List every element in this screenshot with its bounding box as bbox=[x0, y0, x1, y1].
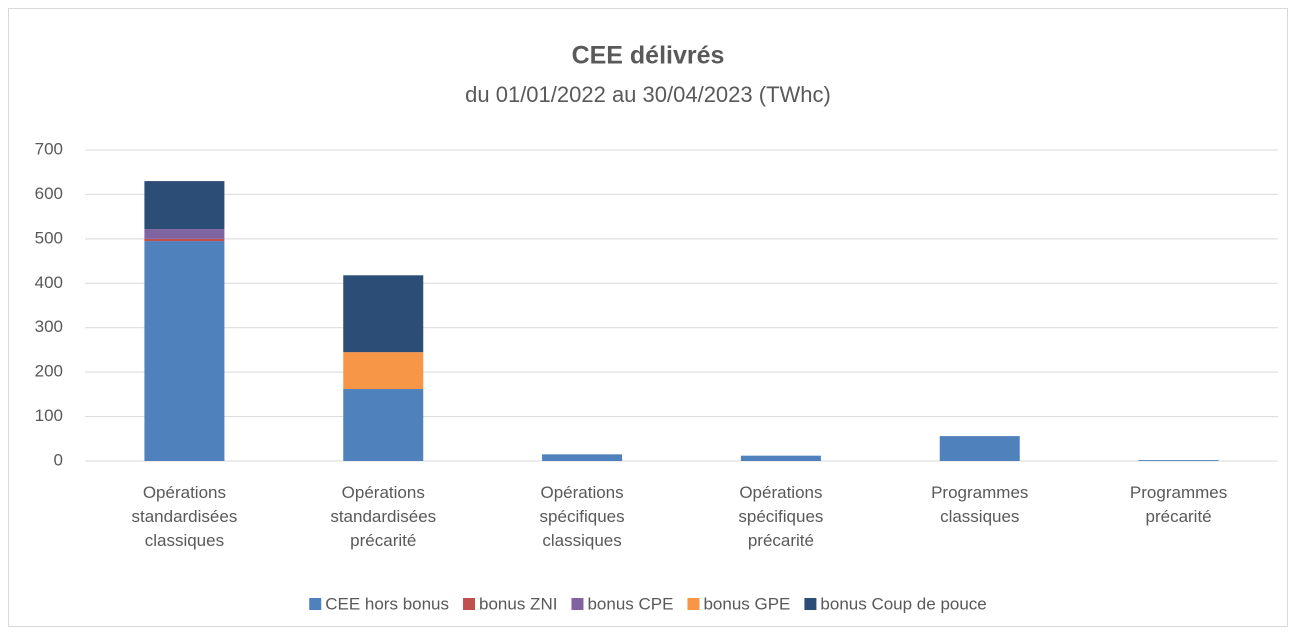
y-tick-label: 300 bbox=[35, 317, 63, 336]
x-tick-label: Programmes classiques bbox=[931, 483, 1028, 526]
legend-label: CEE hors bonus bbox=[325, 594, 449, 613]
bar-segment bbox=[144, 241, 225, 461]
legend-swatch bbox=[571, 598, 584, 610]
y-tick-label: 500 bbox=[35, 228, 63, 247]
x-tick-label: Opérations standardisées classiques bbox=[131, 483, 237, 550]
y-tick-label: 700 bbox=[35, 139, 63, 158]
bar-segment bbox=[144, 181, 225, 230]
chart-title: CEE délivrés bbox=[572, 42, 725, 70]
y-tick-label: 200 bbox=[35, 362, 63, 381]
legend-label: bonus GPE bbox=[703, 594, 790, 613]
legend-label: bonus Coup de pouce bbox=[820, 594, 986, 613]
y-tick-label: 600 bbox=[35, 184, 63, 203]
bar-segment bbox=[343, 275, 424, 353]
legend-swatch bbox=[309, 598, 322, 610]
bar-segment bbox=[343, 389, 424, 461]
y-tick-label: 400 bbox=[35, 273, 63, 292]
x-tick-label: Programmes précarité bbox=[1130, 483, 1227, 526]
y-tick-label: 0 bbox=[54, 450, 63, 469]
bar-segment bbox=[144, 238, 225, 242]
x-tick-label: Opérations spécifiques précarité bbox=[738, 483, 823, 550]
bar-segment bbox=[343, 352, 424, 390]
chart-subtitle: du 01/01/2022 au 30/04/2023 (TWhc) bbox=[465, 82, 831, 107]
legend-swatch bbox=[463, 598, 476, 610]
legend-swatch bbox=[687, 598, 700, 610]
x-tick-label: Opérations standardisées précarité bbox=[330, 483, 436, 550]
y-tick-label: 100 bbox=[35, 406, 63, 425]
legend-swatch bbox=[804, 598, 817, 610]
bar-segment bbox=[542, 454, 623, 461]
bar-segment bbox=[740, 455, 821, 461]
bar-segment bbox=[144, 229, 225, 239]
legend-label: bonus CPE bbox=[587, 594, 673, 613]
bar-segment bbox=[939, 436, 1020, 461]
x-tick-label: Opérations spécifiques classiques bbox=[540, 483, 625, 550]
legend-label: bonus ZNI bbox=[479, 594, 557, 613]
bar-segment bbox=[1138, 460, 1219, 461]
